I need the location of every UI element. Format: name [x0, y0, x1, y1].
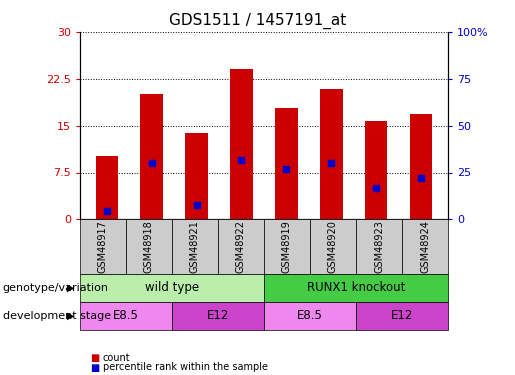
- Point: [237, 158, 246, 164]
- Bar: [141, 94, 163, 219]
- Text: GSM48919: GSM48919: [282, 220, 292, 273]
- Point: [148, 160, 156, 166]
- Point: [327, 160, 335, 166]
- Text: E8.5: E8.5: [113, 309, 139, 322]
- Text: GSM48918: GSM48918: [144, 220, 154, 273]
- Text: ▶: ▶: [67, 311, 75, 321]
- Text: GDS1511 / 1457191_at: GDS1511 / 1457191_at: [169, 13, 346, 29]
- Point: [282, 166, 290, 172]
- Text: count: count: [103, 353, 131, 363]
- Bar: [320, 89, 342, 219]
- Text: ▶: ▶: [67, 283, 75, 293]
- Text: GSM48922: GSM48922: [236, 220, 246, 273]
- Bar: [275, 108, 298, 219]
- Text: genotype/variation: genotype/variation: [3, 283, 109, 293]
- Point: [102, 208, 111, 214]
- Text: GSM48917: GSM48917: [98, 220, 108, 273]
- Text: wild type: wild type: [145, 281, 199, 294]
- Text: E12: E12: [207, 309, 229, 322]
- Text: percentile rank within the sample: percentile rank within the sample: [103, 363, 268, 372]
- Point: [417, 175, 425, 181]
- Point: [193, 202, 201, 208]
- Bar: [185, 133, 208, 219]
- Text: GSM48920: GSM48920: [328, 220, 338, 273]
- Text: GSM48921: GSM48921: [190, 220, 200, 273]
- Text: development stage: development stage: [3, 311, 111, 321]
- Bar: [410, 114, 432, 219]
- Point: [372, 184, 380, 190]
- Bar: [365, 121, 387, 219]
- Text: E8.5: E8.5: [297, 309, 323, 322]
- Text: ■: ■: [90, 363, 99, 372]
- Bar: [230, 69, 253, 219]
- Text: GSM48924: GSM48924: [420, 220, 430, 273]
- Text: GSM48923: GSM48923: [374, 220, 384, 273]
- Text: ■: ■: [90, 353, 99, 363]
- Text: RUNX1 knockout: RUNX1 knockout: [307, 281, 405, 294]
- Bar: [96, 156, 118, 219]
- Text: E12: E12: [391, 309, 413, 322]
